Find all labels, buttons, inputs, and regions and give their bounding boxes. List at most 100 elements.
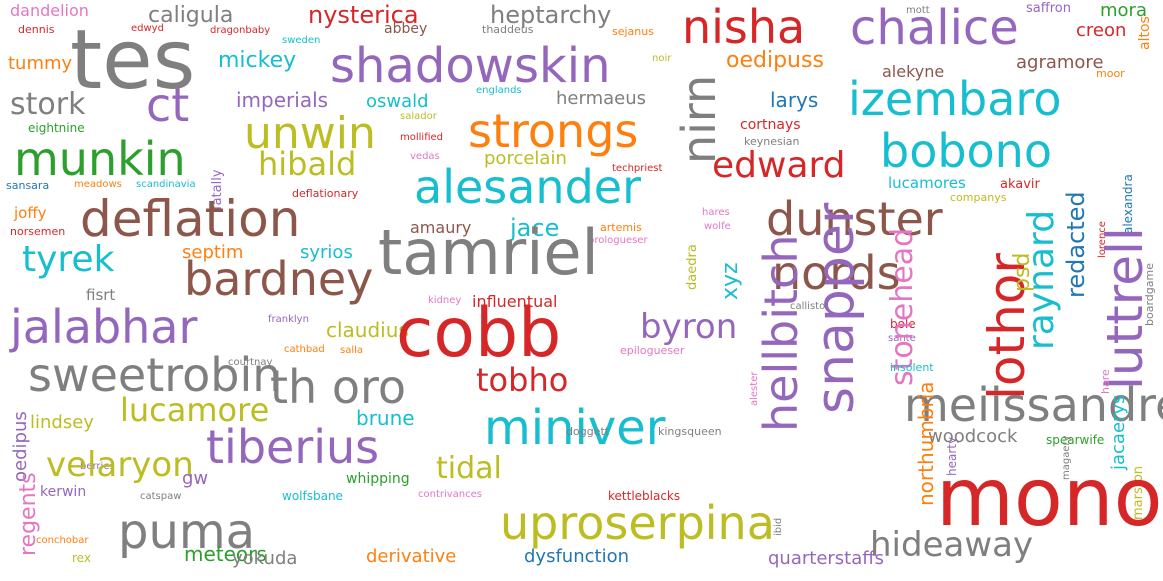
cloud-word: meiissandre [904, 378, 1163, 432]
cloud-word: dysfunction [524, 546, 629, 567]
cloud-word: eightnine [28, 121, 85, 135]
cloud-word: sweetrobin [28, 348, 282, 402]
cloud-word: byron [640, 307, 738, 347]
cloud-word: abbey [384, 21, 428, 37]
cloud-word: fisrt [86, 286, 116, 304]
cloud-word: xyz [718, 262, 743, 300]
cloud-word: bardney [184, 252, 374, 306]
cloud-word: th oro [270, 360, 407, 414]
cloud-word: nords [772, 246, 901, 300]
cloud-word: tiberius [206, 420, 380, 474]
cloud-word: tobho [476, 361, 569, 399]
cloud-word: thaddeus [482, 23, 534, 36]
cloud-word: courtnay [228, 357, 273, 368]
cloud-word: artemis [600, 221, 642, 234]
cloud-word: septim [182, 242, 244, 263]
cloud-word: sante [888, 333, 916, 344]
cloud-word: sansara [6, 179, 50, 192]
cloud-word: quarterstaffs [768, 548, 885, 569]
cloud-word: doggett [566, 425, 610, 438]
cloud-word: franklyn [268, 314, 309, 325]
cloud-word: velaryon [46, 445, 194, 485]
cloud-word: strongs [468, 104, 639, 158]
cloud-word: chalice [850, 0, 1019, 56]
cloud-word: mickey [218, 48, 297, 73]
cloud-word: alexandra [1121, 174, 1135, 234]
cloud-word: rex [72, 551, 91, 565]
cloud-word: uproserpina [500, 496, 775, 550]
cloud-word: izembaro [848, 72, 1062, 126]
cloud-word: daedra [685, 244, 700, 290]
cloud-word: englands [476, 85, 522, 96]
cloud-word: dennis [18, 23, 55, 36]
cloud-word: dunster [766, 192, 943, 246]
cloud-word: hideaway [870, 525, 1034, 565]
cloud-word: oedipuss [726, 48, 824, 73]
cloud-word: norsemen [10, 225, 66, 238]
cloud-word: whipping [346, 471, 410, 487]
cloud-word: lindsey [30, 412, 94, 433]
cloud-word: puma [118, 504, 256, 560]
cloud-word: epilogueser [620, 344, 685, 357]
cloud-word: creon [1076, 20, 1127, 41]
cloud-word: porcelain [484, 148, 567, 169]
cloud-word: companys [950, 191, 1007, 204]
cloud-word: wolfsbane [282, 489, 343, 503]
cloud-word: deflation [80, 190, 301, 248]
cloud-word: sweden [282, 35, 321, 46]
cloud-word: redacted [1062, 191, 1090, 298]
cloud-word: hibald [258, 145, 357, 183]
cloud-word: shadowskin [330, 38, 611, 94]
cloud-word: woodcock [928, 426, 1018, 447]
cloud-word: syrios [300, 242, 353, 263]
cloud-word: contrivances [418, 489, 483, 500]
cloud-word: yokuda [232, 548, 298, 569]
cloud-word: insolent [890, 361, 934, 374]
cloud-word: nisha [682, 0, 806, 54]
cloud-word: unwin [244, 108, 376, 159]
cloud-word: oswald [366, 91, 429, 112]
cloud-word: akavir [1000, 177, 1040, 192]
cloud-word: claudius [326, 318, 409, 342]
cloud-word: tummy [8, 53, 73, 74]
cloud-word: mott [906, 5, 930, 16]
cloud-word: alesander [414, 160, 641, 214]
cloud-word: amaury [410, 218, 472, 237]
cloud-word: monotheistic [936, 451, 1163, 544]
cloud-word: salador [400, 111, 437, 122]
cloud-word: saffron [1026, 1, 1071, 16]
cloud-word: salla [340, 345, 364, 356]
cloud-word: keynesian [744, 135, 800, 148]
cloud-word: berries [80, 461, 115, 472]
cloud-word: moor [1096, 67, 1125, 80]
cloud-word: caligula [148, 3, 234, 28]
cloud-word: kingsqueen [658, 425, 722, 438]
cloud-word: lucamores [888, 174, 966, 192]
cloud-word: noir [652, 53, 672, 64]
cloud-word: northumbria [914, 381, 938, 506]
cloud-word: alester [749, 371, 760, 406]
cloud-word: prologueser [588, 235, 648, 246]
cloud-word: tamriel [378, 216, 599, 289]
cloud-word: agramore [1016, 52, 1104, 73]
cloud-word: imperials [236, 88, 329, 112]
cloud-word: hellbitch [754, 234, 808, 432]
cloud-word: tyrek [22, 239, 115, 280]
cloud-word: callisto [790, 301, 826, 312]
cloud-word: heptarchy [490, 1, 612, 29]
cloud-word: mollified [400, 132, 443, 143]
cloud-word: gw [182, 468, 209, 489]
cloud-word: nysterica [308, 1, 419, 29]
cloud-word: influentual [472, 292, 558, 311]
cloud-word: cathbad [284, 344, 325, 355]
cloud-word: miniver [484, 400, 666, 456]
cloud-word: snapper [806, 202, 866, 414]
cloud-word: cobb [396, 294, 562, 373]
cloud-word: larys [770, 88, 819, 112]
cloud-word: dragonbaby [210, 25, 271, 36]
cloud-word: psd [1010, 252, 1035, 292]
cloud-word: edward [712, 145, 846, 186]
cloud-word: wolfe [704, 221, 731, 232]
cloud-word: sejanus [612, 25, 654, 38]
